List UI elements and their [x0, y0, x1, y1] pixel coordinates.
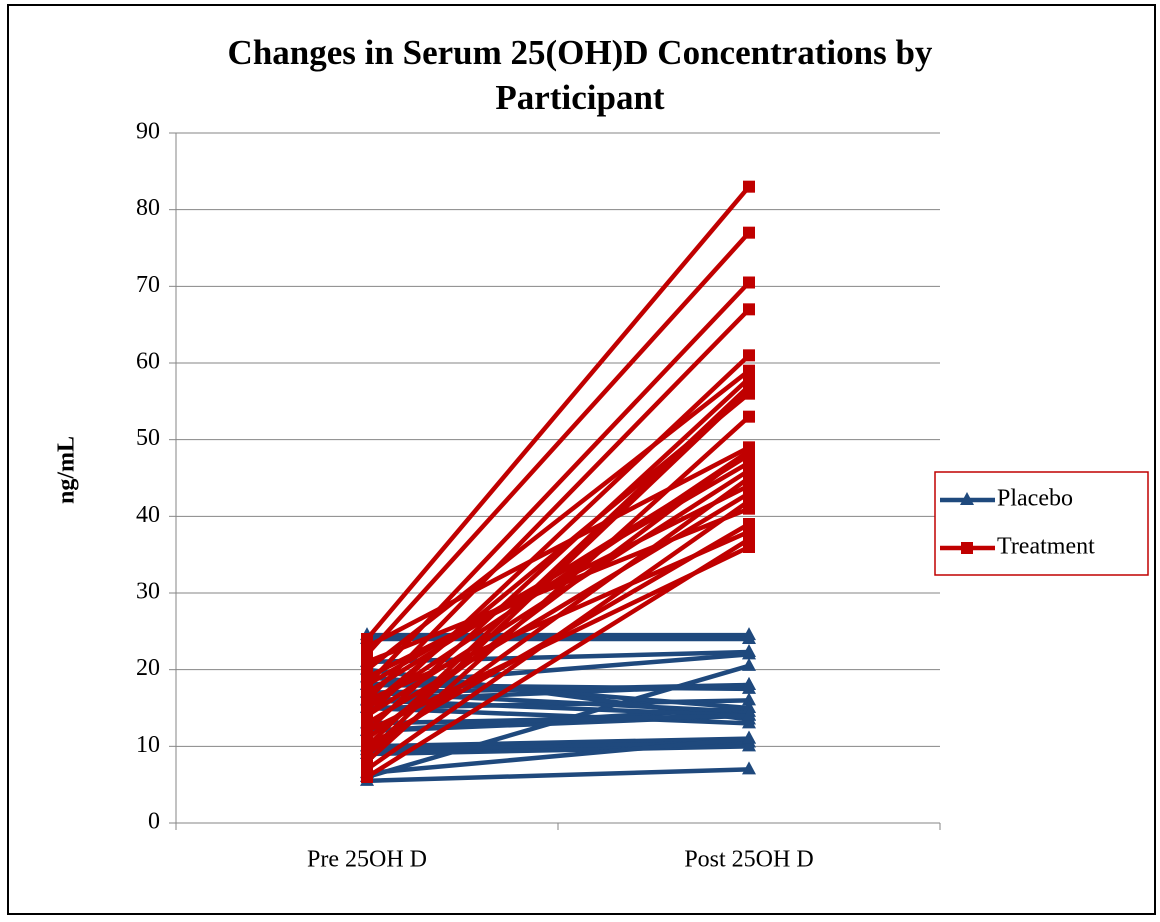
legend-box: [934, 471, 1149, 576]
y-axis-label: ng/mL: [54, 436, 80, 504]
legend-marker: [961, 542, 973, 554]
data-point: [743, 226, 755, 239]
participant-line: [366, 767, 750, 784]
data-point: [743, 502, 755, 515]
data-point: [743, 383, 755, 396]
chart-title: Changes in Serum 25(OH)D Concentrations …: [228, 33, 933, 72]
x-tick-label: Post 25OH D: [684, 847, 813, 873]
legend-label: Placebo: [997, 486, 1073, 512]
participant-line: [365, 491, 751, 726]
data-point: [742, 700, 756, 713]
data-point: [742, 631, 756, 644]
participant-line: [365, 445, 751, 649]
data-point: [743, 180, 755, 193]
data-point: [743, 276, 755, 289]
participant-line: [365, 388, 751, 756]
participant-line: [366, 744, 750, 757]
data-point: [742, 738, 756, 752]
data-point: [361, 702, 373, 714]
participant-line: [366, 506, 750, 665]
y-tick-label: 60: [136, 349, 160, 375]
participant-line: [366, 736, 750, 776]
data-point: [742, 692, 756, 706]
y-tick-label: 90: [136, 119, 160, 145]
y-tick-label: 10: [136, 732, 160, 758]
data-point: [742, 707, 756, 721]
data-point: [361, 679, 373, 691]
data-point: [742, 677, 756, 690]
data-point: [361, 748, 373, 760]
legend-marker: [960, 492, 974, 505]
data-point: [742, 730, 756, 744]
data-point: [742, 646, 756, 660]
data-point: [361, 771, 373, 783]
y-tick-label: 70: [136, 272, 160, 298]
y-tick-label: 30: [136, 579, 160, 605]
data-point: [361, 725, 373, 737]
y-tick-label: 50: [136, 425, 160, 451]
data-point: [742, 715, 756, 729]
participant-line: [365, 185, 751, 641]
participant-line: [365, 468, 751, 718]
participant-line: [365, 414, 751, 764]
participant-line: [366, 736, 750, 749]
data-point: [743, 303, 755, 316]
data-point: [743, 464, 755, 477]
y-tick-label: 80: [136, 195, 160, 221]
data-point: [742, 657, 756, 671]
participant-line: [365, 368, 751, 672]
y-tick-label: 20: [136, 655, 160, 681]
chart-title: Participant: [495, 78, 664, 117]
y-tick-label: 0: [148, 809, 160, 835]
y-tick-label: 40: [136, 502, 160, 528]
legend-label: Treatment: [997, 534, 1095, 560]
participant-line: [365, 231, 751, 656]
data-point: [743, 445, 755, 458]
participant-line: [365, 449, 751, 710]
data-point: [361, 640, 373, 653]
data-point: [361, 656, 373, 668]
participant-line: [366, 544, 750, 734]
x-tick-label: Pre 25OH D: [307, 847, 427, 873]
data-point: [743, 349, 755, 362]
data-point: [742, 761, 756, 775]
data-point: [743, 410, 755, 423]
data-point: [743, 541, 755, 553]
